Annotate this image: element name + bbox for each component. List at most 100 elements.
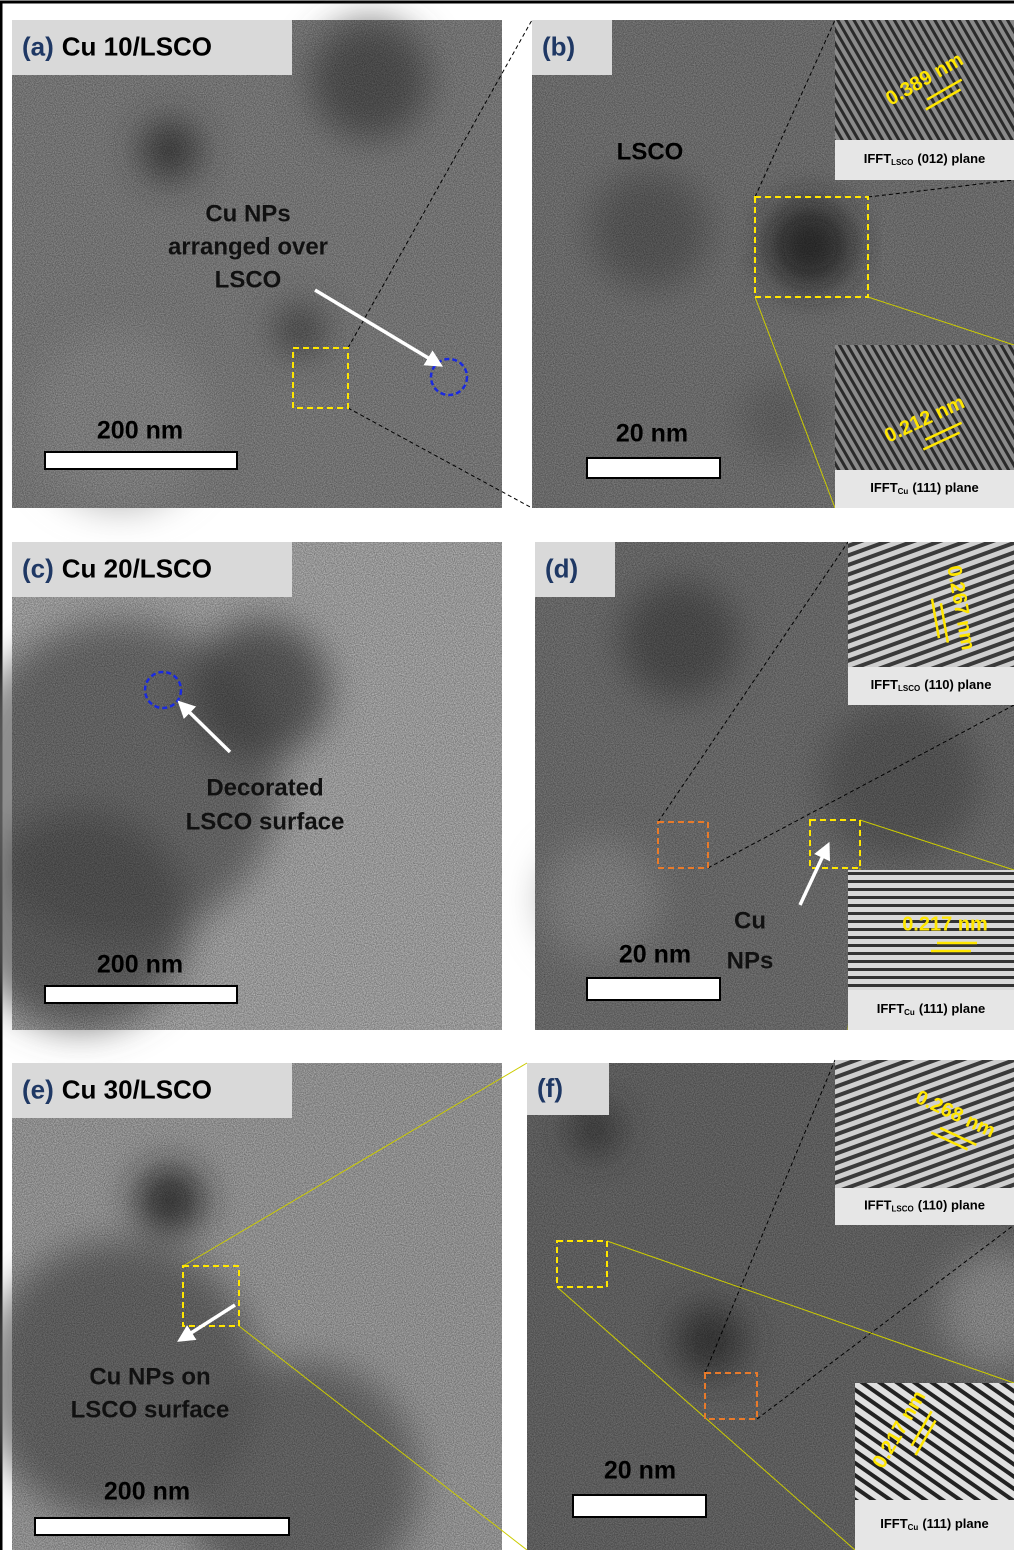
panel-title: (d) xyxy=(545,553,578,583)
inset-image xyxy=(848,870,1014,990)
panel-title: (f) xyxy=(537,1073,563,1103)
caption-prefix: IFFT xyxy=(864,151,891,166)
tem-noise xyxy=(12,20,502,508)
inset-image xyxy=(855,1383,1014,1500)
panel-title: (b) xyxy=(542,31,575,61)
lattice-line xyxy=(926,78,963,101)
lattice-line xyxy=(924,421,963,441)
lattice-line xyxy=(914,1419,937,1456)
scale-bar xyxy=(586,977,721,1001)
inset-caption: IFFTLSCO (110) plane xyxy=(871,677,992,693)
scale-bar-label: 20 nm xyxy=(604,1457,676,1485)
scale-bar xyxy=(44,451,238,470)
panel-name: Cu 20/LSCO xyxy=(62,553,212,583)
scale-bar-label: 20 nm xyxy=(619,941,691,969)
inset-image xyxy=(848,542,1014,667)
label-box xyxy=(12,542,292,597)
caption-subscript: LSCO xyxy=(891,158,913,167)
lattice-line xyxy=(922,431,961,451)
annotation: Cu NPs xyxy=(205,200,290,227)
tem-noise xyxy=(12,1063,502,1550)
annotation: NPs xyxy=(727,947,774,974)
np-marker xyxy=(429,357,469,397)
region-label: LSCO xyxy=(617,138,684,165)
zoom-guide xyxy=(754,19,836,198)
zoom-guide xyxy=(867,296,1014,346)
selection-box xyxy=(754,196,869,298)
scale-bar-label: 20 nm xyxy=(616,420,688,448)
annotation: LSCO xyxy=(215,266,282,293)
arrow xyxy=(177,1303,236,1342)
caption-prefix: IFFT xyxy=(871,677,898,692)
zoom-guide xyxy=(859,819,1014,871)
selection-box xyxy=(556,1240,608,1288)
panel-name: Cu 30/LSCO xyxy=(62,1074,212,1104)
lattice-line xyxy=(930,1131,969,1151)
inset-caption: IFFTCu (111) plane xyxy=(877,1001,986,1017)
zoom-guide xyxy=(707,704,1014,869)
inset-label-band xyxy=(848,667,1014,705)
caption-prefix: IFFT xyxy=(870,480,897,495)
panel-label: (d) xyxy=(545,553,578,583)
inset-label-band xyxy=(835,470,1014,508)
scale-bar-label: 200 nm xyxy=(104,1478,190,1506)
caption-prefix: IFFT xyxy=(880,1516,907,1531)
zoom-guide xyxy=(867,179,1014,198)
caption-plane: (111) plane xyxy=(922,1516,988,1531)
arrow xyxy=(314,288,444,367)
annotation: arranged over xyxy=(168,233,328,260)
scale-bar xyxy=(34,1517,290,1536)
inset-caption: IFFTLSCO (110) plane xyxy=(864,1198,985,1214)
caption-subscript: LSCO xyxy=(892,1205,914,1214)
inset-label-band xyxy=(835,1188,1014,1225)
lattice-line xyxy=(930,598,941,639)
selection-box xyxy=(809,819,861,869)
panel-title: (e) Cu 30/LSCO xyxy=(22,1074,212,1104)
caption-subscript: Cu xyxy=(898,487,909,496)
panel-title: (a) Cu 10/LSCO xyxy=(22,31,212,61)
selection-box xyxy=(657,821,709,869)
annotation: LSCO surface xyxy=(71,1396,230,1423)
label-box xyxy=(532,20,612,75)
scale-bar xyxy=(572,1494,707,1518)
selection-box xyxy=(182,1265,240,1327)
annotation: LSCO surface xyxy=(186,808,345,835)
panel-name: Cu 10/LSCO xyxy=(62,31,212,61)
selection-box xyxy=(704,1372,758,1420)
lattice-line xyxy=(939,603,950,643)
label-box xyxy=(12,20,292,75)
caption-subscript: Cu xyxy=(908,1523,919,1532)
scale-bar-label: 200 nm xyxy=(97,951,183,979)
tem-noise xyxy=(12,542,502,1030)
annotation: Cu xyxy=(734,907,766,934)
zoom-guide xyxy=(606,1240,1014,1384)
panel-label: (a) xyxy=(22,31,54,61)
selection-box xyxy=(292,347,349,409)
zoom-guide xyxy=(756,1224,1014,1420)
inset-label-band xyxy=(835,140,1014,180)
label-box xyxy=(12,1063,292,1118)
inset-label-band xyxy=(848,990,1014,1030)
caption-plane: (012) plane xyxy=(917,151,985,166)
lattice-line xyxy=(925,88,962,111)
caption-plane: (111) plane xyxy=(919,1001,985,1016)
spacing-label: 0.217 nm xyxy=(902,913,988,935)
arrow xyxy=(798,841,831,906)
lattice-spacing: 0.217 nm xyxy=(902,913,988,953)
zoom-guide xyxy=(182,1062,528,1267)
panel-label: (b) xyxy=(542,31,575,61)
panel-label: (c) xyxy=(22,553,54,583)
inset-image xyxy=(835,1060,1014,1188)
lattice-line xyxy=(939,1126,977,1146)
np-marker xyxy=(143,670,183,710)
inset-caption: IFFTCu (111) plane xyxy=(880,1516,989,1532)
zoom-guide xyxy=(754,296,836,509)
lattice-line xyxy=(910,1410,933,1447)
label-box xyxy=(535,542,615,597)
panel-label: (f) xyxy=(537,1073,563,1103)
panel-label: (e) xyxy=(22,1074,54,1104)
inset-caption: IFFTLSCO (012) plane xyxy=(864,151,986,167)
caption-plane: (110) plane xyxy=(924,677,991,692)
